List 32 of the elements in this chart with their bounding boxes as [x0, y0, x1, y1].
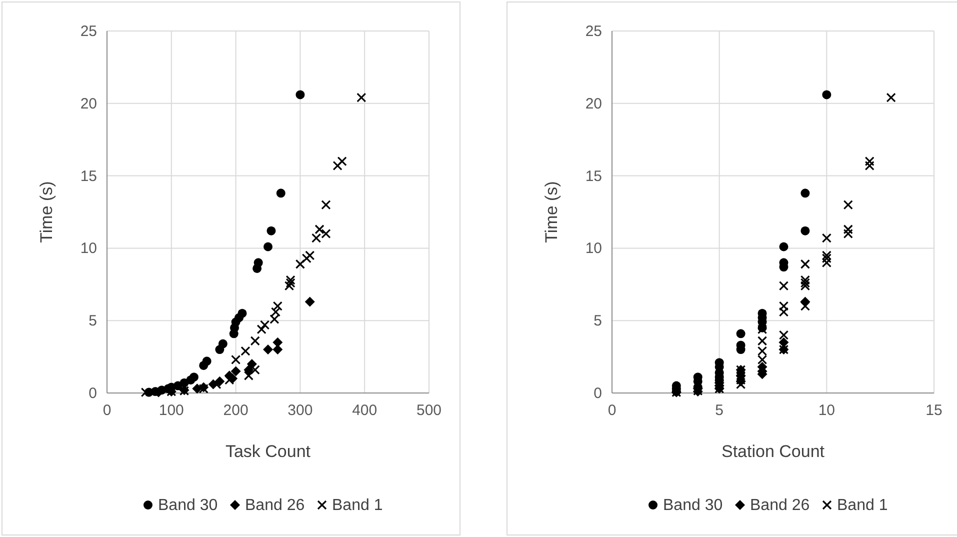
y-tick-label: 5	[594, 312, 602, 330]
x-tick-label: 15	[926, 402, 942, 419]
y-tick-label: 15	[80, 168, 97, 185]
x-tick-label: 200	[223, 402, 248, 419]
legend-label: Band 26	[750, 497, 810, 514]
y-tick-label: 20	[585, 95, 602, 112]
legend-label: Band 1	[837, 497, 888, 514]
y-tick-label: 5	[88, 312, 97, 330]
y-tick-label: 0	[88, 385, 97, 402]
x-tick-label: 500	[416, 402, 442, 419]
x-tick-label: 300	[288, 402, 313, 419]
y-tick-label: 25	[585, 23, 602, 40]
y-tick-label: 10	[80, 240, 97, 258]
legend-label: Band 1	[332, 497, 383, 514]
x-tick-label: 5	[715, 402, 724, 419]
legend-label: Band 30	[158, 497, 218, 514]
y-tick-label: 0	[594, 385, 602, 402]
x-axis-title: Station Count	[721, 442, 825, 461]
y-tick-label: 15	[585, 168, 602, 185]
x-tick-label: 100	[158, 402, 184, 419]
y-tick-label: 20	[80, 95, 97, 112]
x-tick-label: 0	[608, 402, 616, 419]
y-tick-label: 25	[80, 23, 97, 40]
x-tick-label: 10	[818, 402, 836, 419]
legend-label: Band 30	[663, 497, 723, 514]
x-axis-title: Task Count	[225, 442, 311, 461]
y-axis-title: Time (s)	[37, 181, 56, 243]
y-tick-label: 10	[585, 240, 602, 258]
legend-label: Band 26	[245, 497, 305, 514]
x-tick-label: 0	[102, 402, 112, 419]
x-tick-label: 400	[352, 402, 378, 419]
y-axis-title: Time (s)	[542, 181, 561, 243]
